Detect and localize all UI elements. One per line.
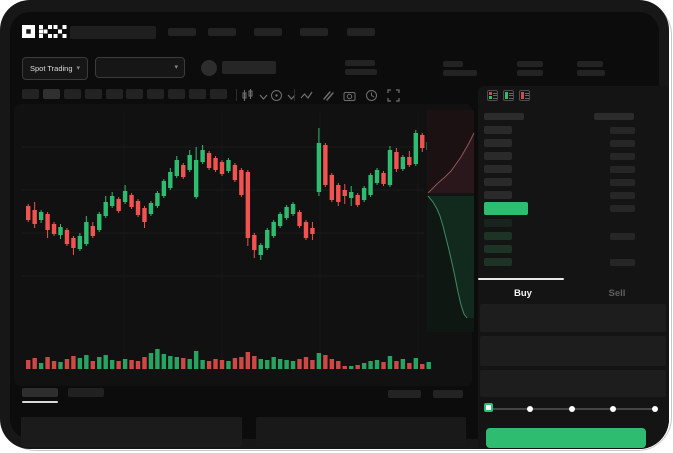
timeframe-button[interactable] bbox=[85, 89, 102, 99]
book-split-icon[interactable] bbox=[487, 90, 498, 101]
nav-item[interactable] bbox=[168, 28, 196, 36]
spot-trading-dropdown[interactable]: Spot Trading ▾ bbox=[22, 57, 88, 80]
orders-action-link[interactable] bbox=[388, 390, 421, 398]
timeframe-button-active[interactable] bbox=[43, 89, 60, 99]
book-bids-only-icon[interactable] bbox=[503, 90, 514, 101]
tab-sell[interactable]: Sell bbox=[572, 282, 662, 304]
history-clock-icon[interactable] bbox=[365, 89, 378, 102]
bid-price-bar[interactable] bbox=[484, 219, 512, 227]
timeframe-button[interactable] bbox=[22, 89, 39, 99]
timeframe-button[interactable] bbox=[147, 89, 164, 99]
tab-buy-label: Buy bbox=[514, 287, 532, 299]
indicator-icon[interactable] bbox=[270, 89, 283, 102]
chevron-down-icon[interactable] bbox=[257, 92, 270, 105]
spot-trading-label: Spot Trading bbox=[29, 64, 73, 73]
chevron-down-icon: ▾ bbox=[76, 65, 81, 72]
slider-stop-dot[interactable] bbox=[652, 406, 658, 412]
timeframe-button[interactable] bbox=[126, 89, 143, 99]
ask-amount-bar[interactable] bbox=[610, 192, 635, 199]
ask-price-bar[interactable] bbox=[484, 165, 512, 173]
tab-sell-label: Sell bbox=[608, 287, 626, 299]
chevron-down-icon: ▾ bbox=[174, 64, 178, 71]
orders-action-link[interactable] bbox=[433, 390, 463, 398]
amount-input[interactable] bbox=[480, 336, 666, 366]
nav-item[interactable] bbox=[254, 28, 282, 36]
ask-amount-bar[interactable] bbox=[610, 179, 635, 186]
bid-price-bar[interactable] bbox=[484, 258, 512, 266]
last-amount-bar[interactable] bbox=[610, 205, 635, 212]
bid-price-bar[interactable] bbox=[484, 245, 512, 253]
timeframe-button[interactable] bbox=[168, 89, 185, 99]
chart-panel bbox=[14, 104, 472, 386]
chevron-down-icon[interactable] bbox=[285, 92, 298, 105]
line-zigzag-icon[interactable] bbox=[300, 89, 313, 102]
orders-tab-active[interactable] bbox=[22, 388, 58, 397]
orders-tab[interactable] bbox=[68, 388, 104, 397]
last-price-badge[interactable] bbox=[484, 202, 528, 215]
camera-icon[interactable] bbox=[343, 89, 356, 102]
ask-amount-bar[interactable] bbox=[610, 127, 635, 134]
ask-amount-bar[interactable] bbox=[610, 140, 635, 147]
bid-price-bar[interactable] bbox=[484, 232, 512, 240]
ask-amount-bar[interactable] bbox=[610, 166, 635, 173]
slider-handle[interactable] bbox=[483, 403, 493, 412]
slider-stop-dot[interactable] bbox=[610, 406, 617, 412]
buy-submit-button[interactable] bbox=[486, 428, 646, 448]
coin-avatar bbox=[201, 60, 217, 76]
logo-text: OKX bbox=[0, 0, 1, 1]
ask-amount-bar[interactable] bbox=[610, 153, 635, 160]
candle-style-icon[interactable] bbox=[241, 89, 254, 102]
timeframe-button[interactable] bbox=[210, 89, 227, 99]
nav-item[interactable] bbox=[208, 28, 236, 36]
book-asks-only-icon[interactable] bbox=[519, 90, 530, 101]
active-tab-indicator bbox=[478, 278, 564, 280]
bid-amount-bar[interactable] bbox=[610, 259, 635, 266]
ask-price-bar[interactable] bbox=[484, 191, 512, 199]
drawing-tools-icon[interactable] bbox=[321, 89, 334, 102]
ask-price-bar[interactable] bbox=[484, 126, 512, 134]
ask-price-bar[interactable] bbox=[484, 178, 512, 186]
timeframe-button[interactable] bbox=[189, 89, 206, 99]
slider-stop-dot[interactable] bbox=[568, 406, 575, 412]
ask-price-bar[interactable] bbox=[484, 152, 512, 160]
ask-price-bar[interactable] bbox=[484, 139, 512, 147]
toolbar-divider bbox=[294, 89, 295, 101]
nav-item[interactable] bbox=[300, 28, 328, 36]
okx-logo-icon[interactable] bbox=[22, 25, 67, 38]
bid-amount-bar[interactable] bbox=[610, 233, 635, 240]
slider-stop-dot[interactable] bbox=[526, 406, 533, 412]
nav-item[interactable] bbox=[347, 28, 375, 36]
price-input[interactable] bbox=[480, 304, 666, 332]
toolbar-divider bbox=[236, 89, 237, 101]
timeframe-button[interactable] bbox=[106, 89, 123, 99]
total-input[interactable] bbox=[480, 370, 666, 397]
timeframe-button[interactable] bbox=[64, 89, 81, 99]
pair-selector-dropdown[interactable]: ▾ bbox=[95, 57, 185, 78]
tab-buy[interactable]: Buy bbox=[478, 282, 568, 304]
fullscreen-icon[interactable] bbox=[387, 89, 400, 102]
